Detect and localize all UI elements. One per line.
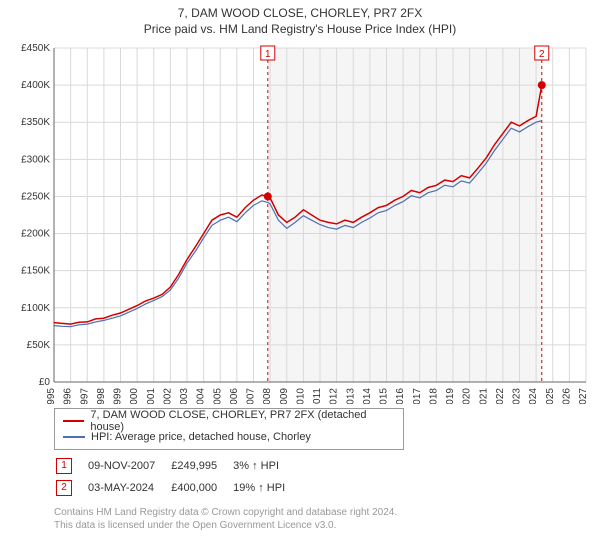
legend: 7, DAM WOOD CLOSE, CHORLEY, PR7 2FX (det…	[54, 408, 404, 450]
svg-text:2005: 2005	[212, 388, 223, 404]
line-chart: £0 £50K £100K £150K £200K £250K £300K £350K £400…	[8, 44, 592, 404]
svg-text:1997: 1997	[79, 388, 90, 404]
marker-badge-2: 2	[56, 480, 72, 496]
svg-text:£50K: £50K	[27, 340, 51, 351]
marker-date-2: 03-MAY-2024	[88, 478, 169, 498]
svg-text:£450K: £450K	[21, 44, 50, 54]
fineprint-line-1: Contains HM Land Registry data © Crown c…	[54, 506, 554, 519]
svg-text:2019: 2019	[445, 388, 456, 404]
svg-text:2007: 2007	[246, 388, 257, 404]
svg-text:2001: 2001	[146, 388, 157, 404]
svg-text:2016: 2016	[395, 388, 406, 404]
svg-text:2025: 2025	[545, 388, 556, 404]
marker-row-1: 1 09-NOV-2007 £249,995 3% ↑ HPI	[56, 456, 299, 476]
svg-text:1996: 1996	[63, 388, 74, 404]
marker-table: 1 09-NOV-2007 £249,995 3% ↑ HPI 2 03-MAY…	[54, 454, 301, 500]
svg-text:2008: 2008	[262, 388, 273, 404]
marker-price-1: £249,995	[171, 456, 231, 476]
legend-item-subject: 7, DAM WOOD CLOSE, CHORLEY, PR7 2FX (det…	[63, 413, 395, 429]
marker-price-2: £400,000	[171, 478, 231, 498]
fineprint: Contains HM Land Registry data © Crown c…	[54, 506, 554, 532]
svg-text:2022: 2022	[495, 388, 506, 404]
svg-text:2003: 2003	[179, 388, 190, 404]
svg-text:2010: 2010	[295, 388, 306, 404]
svg-text:2026: 2026	[561, 388, 572, 404]
marker-badge-1: 1	[56, 458, 72, 474]
svg-text:£350K: £350K	[21, 117, 50, 128]
legend-swatch-hpi	[63, 436, 85, 438]
svg-text:£200K: £200K	[21, 229, 50, 240]
svg-text:2024: 2024	[528, 388, 539, 404]
svg-text:2006: 2006	[229, 388, 240, 404]
svg-text:£300K: £300K	[21, 154, 50, 165]
svg-text:1995: 1995	[46, 388, 57, 404]
svg-text:2000: 2000	[129, 388, 140, 404]
svg-text:£150K: £150K	[21, 266, 50, 277]
legend-label-hpi: HPI: Average price, detached house, Chor…	[91, 431, 311, 443]
marker-delta-1: 3% ↑ HPI	[233, 456, 299, 476]
marker-row-2: 2 03-MAY-2024 £400,000 19% ↑ HPI	[56, 478, 299, 498]
legend-swatch-subject	[63, 420, 84, 422]
marker-delta-2: 19% ↑ HPI	[233, 478, 299, 498]
svg-text:2018: 2018	[428, 388, 439, 404]
svg-text:1: 1	[265, 49, 271, 60]
svg-text:2021: 2021	[478, 388, 489, 404]
svg-text:1998: 1998	[96, 388, 107, 404]
svg-text:2: 2	[539, 49, 545, 60]
chart-title: 7, DAM WOOD CLOSE, CHORLEY, PR7 2FX	[8, 6, 592, 20]
svg-text:2027: 2027	[578, 388, 589, 404]
svg-text:2002: 2002	[162, 388, 173, 404]
svg-text:2017: 2017	[412, 388, 423, 404]
svg-text:2015: 2015	[379, 388, 390, 404]
svg-text:1999: 1999	[113, 388, 124, 404]
svg-text:2020: 2020	[462, 388, 473, 404]
svg-text:2023: 2023	[512, 388, 523, 404]
fineprint-line-2: This data is licensed under the Open Gov…	[54, 519, 554, 532]
svg-text:2014: 2014	[362, 388, 373, 404]
chart-container: 7, DAM WOOD CLOSE, CHORLEY, PR7 2FX Pric…	[0, 0, 600, 560]
svg-text:2011: 2011	[312, 388, 323, 404]
marker-date-1: 09-NOV-2007	[88, 456, 169, 476]
svg-text:£0: £0	[39, 377, 51, 388]
svg-text:2004: 2004	[196, 388, 207, 404]
legend-label-subject: 7, DAM WOOD CLOSE, CHORLEY, PR7 2FX (det…	[90, 409, 395, 433]
svg-text:2013: 2013	[345, 388, 356, 404]
svg-text:2009: 2009	[279, 388, 290, 404]
svg-text:£250K: £250K	[21, 191, 50, 202]
svg-text:£400K: £400K	[21, 80, 50, 91]
svg-text:2012: 2012	[329, 388, 340, 404]
chart-subtitle: Price paid vs. HM Land Registry's House …	[8, 22, 592, 36]
svg-text:£100K: £100K	[21, 303, 50, 314]
chart-svg: £0 £50K £100K £150K £200K £250K £300K £350K £400…	[8, 44, 592, 404]
